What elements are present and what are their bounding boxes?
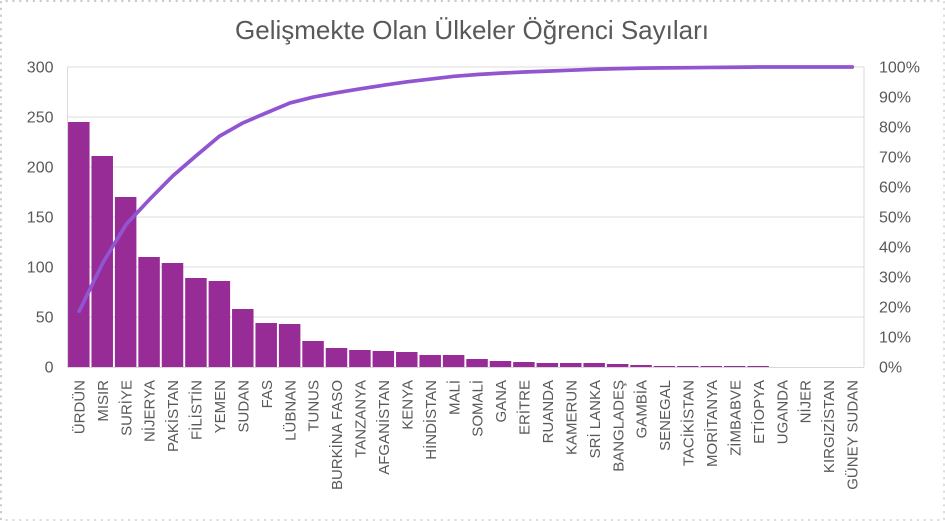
svg-text:300: 300 [27, 60, 54, 77]
svg-text:MORİTANYA: MORİTANYA [703, 380, 721, 467]
svg-text:TUNUS: TUNUS [306, 380, 323, 432]
svg-text:80%: 80% [879, 120, 911, 137]
svg-text:MISIR: MISIR [95, 380, 112, 422]
svg-text:0: 0 [45, 360, 54, 377]
svg-text:60%: 60% [879, 180, 911, 197]
svg-text:ZİMBABVE: ZİMBABVE [726, 380, 744, 456]
svg-text:BURKİNA FASO: BURKİNA FASO [328, 380, 346, 490]
svg-text:KAMERUN: KAMERUN [563, 380, 580, 455]
svg-text:FİLİSTİN: FİLİSTİN [188, 380, 206, 440]
svg-text:90%: 90% [879, 90, 911, 107]
svg-text:GAMBİA: GAMBİA [633, 380, 651, 438]
svg-text:SUDAN: SUDAN [235, 380, 252, 433]
svg-text:ÜRDÜN: ÜRDÜN [70, 380, 88, 434]
svg-text:0%: 0% [879, 360, 902, 377]
svg-text:Gelişmekte Olan Ülkeler Öğrenc: Gelişmekte Olan Ülkeler Öğrenci Sayıları [235, 15, 709, 45]
svg-text:GÜNEY SUDAN: GÜNEY SUDAN [844, 380, 862, 490]
svg-text:150: 150 [27, 210, 54, 227]
svg-text:SURİYE: SURİYE [117, 380, 135, 436]
svg-text:SENEGAL: SENEGAL [657, 380, 674, 451]
svg-text:BANGLADEŞ: BANGLADEŞ [610, 380, 627, 472]
svg-text:TACİKİSTAN: TACİKİSTAN [680, 380, 698, 466]
svg-text:AFGANİSTAN: AFGANİSTAN [375, 380, 393, 475]
svg-text:250: 250 [27, 110, 54, 127]
svg-text:ERİTRE: ERİTRE [516, 380, 534, 435]
svg-text:50: 50 [36, 310, 54, 327]
svg-text:NİJERYA: NİJERYA [141, 380, 159, 442]
svg-text:KIRGIZİSTAN: KIRGIZİSTAN [820, 380, 838, 473]
svg-text:MALİ: MALİ [445, 380, 463, 415]
svg-text:UGANDA: UGANDA [774, 380, 791, 444]
svg-text:KENYA: KENYA [399, 380, 416, 430]
svg-text:10%: 10% [879, 330, 911, 347]
svg-text:GANA: GANA [493, 380, 510, 423]
svg-text:200: 200 [27, 160, 54, 177]
svg-text:40%: 40% [879, 240, 911, 257]
svg-text:100%: 100% [879, 60, 920, 77]
svg-text:50%: 50% [879, 210, 911, 227]
svg-text:SRİ LANKA: SRİ LANKA [586, 380, 604, 458]
svg-text:FAS: FAS [259, 380, 276, 408]
svg-text:HİNDİSTAN: HİNDİSTAN [422, 380, 440, 460]
svg-text:20%: 20% [879, 300, 911, 317]
svg-text:LÜBNAN: LÜBNAN [281, 380, 299, 441]
svg-text:TANZANYA: TANZANYA [353, 380, 370, 458]
svg-text:30%: 30% [879, 270, 911, 287]
svg-text:RUANDA: RUANDA [540, 380, 557, 443]
svg-text:SOMALİ: SOMALİ [469, 380, 487, 437]
svg-text:70%: 70% [879, 150, 911, 167]
svg-text:100: 100 [27, 260, 54, 277]
svg-text:NİJER: NİJER [797, 380, 815, 424]
svg-text:YEMEN: YEMEN [212, 380, 229, 433]
svg-text:PAKİSTAN: PAKİSTAN [164, 380, 182, 452]
svg-text:ETİOPYA: ETİOPYA [750, 380, 768, 444]
